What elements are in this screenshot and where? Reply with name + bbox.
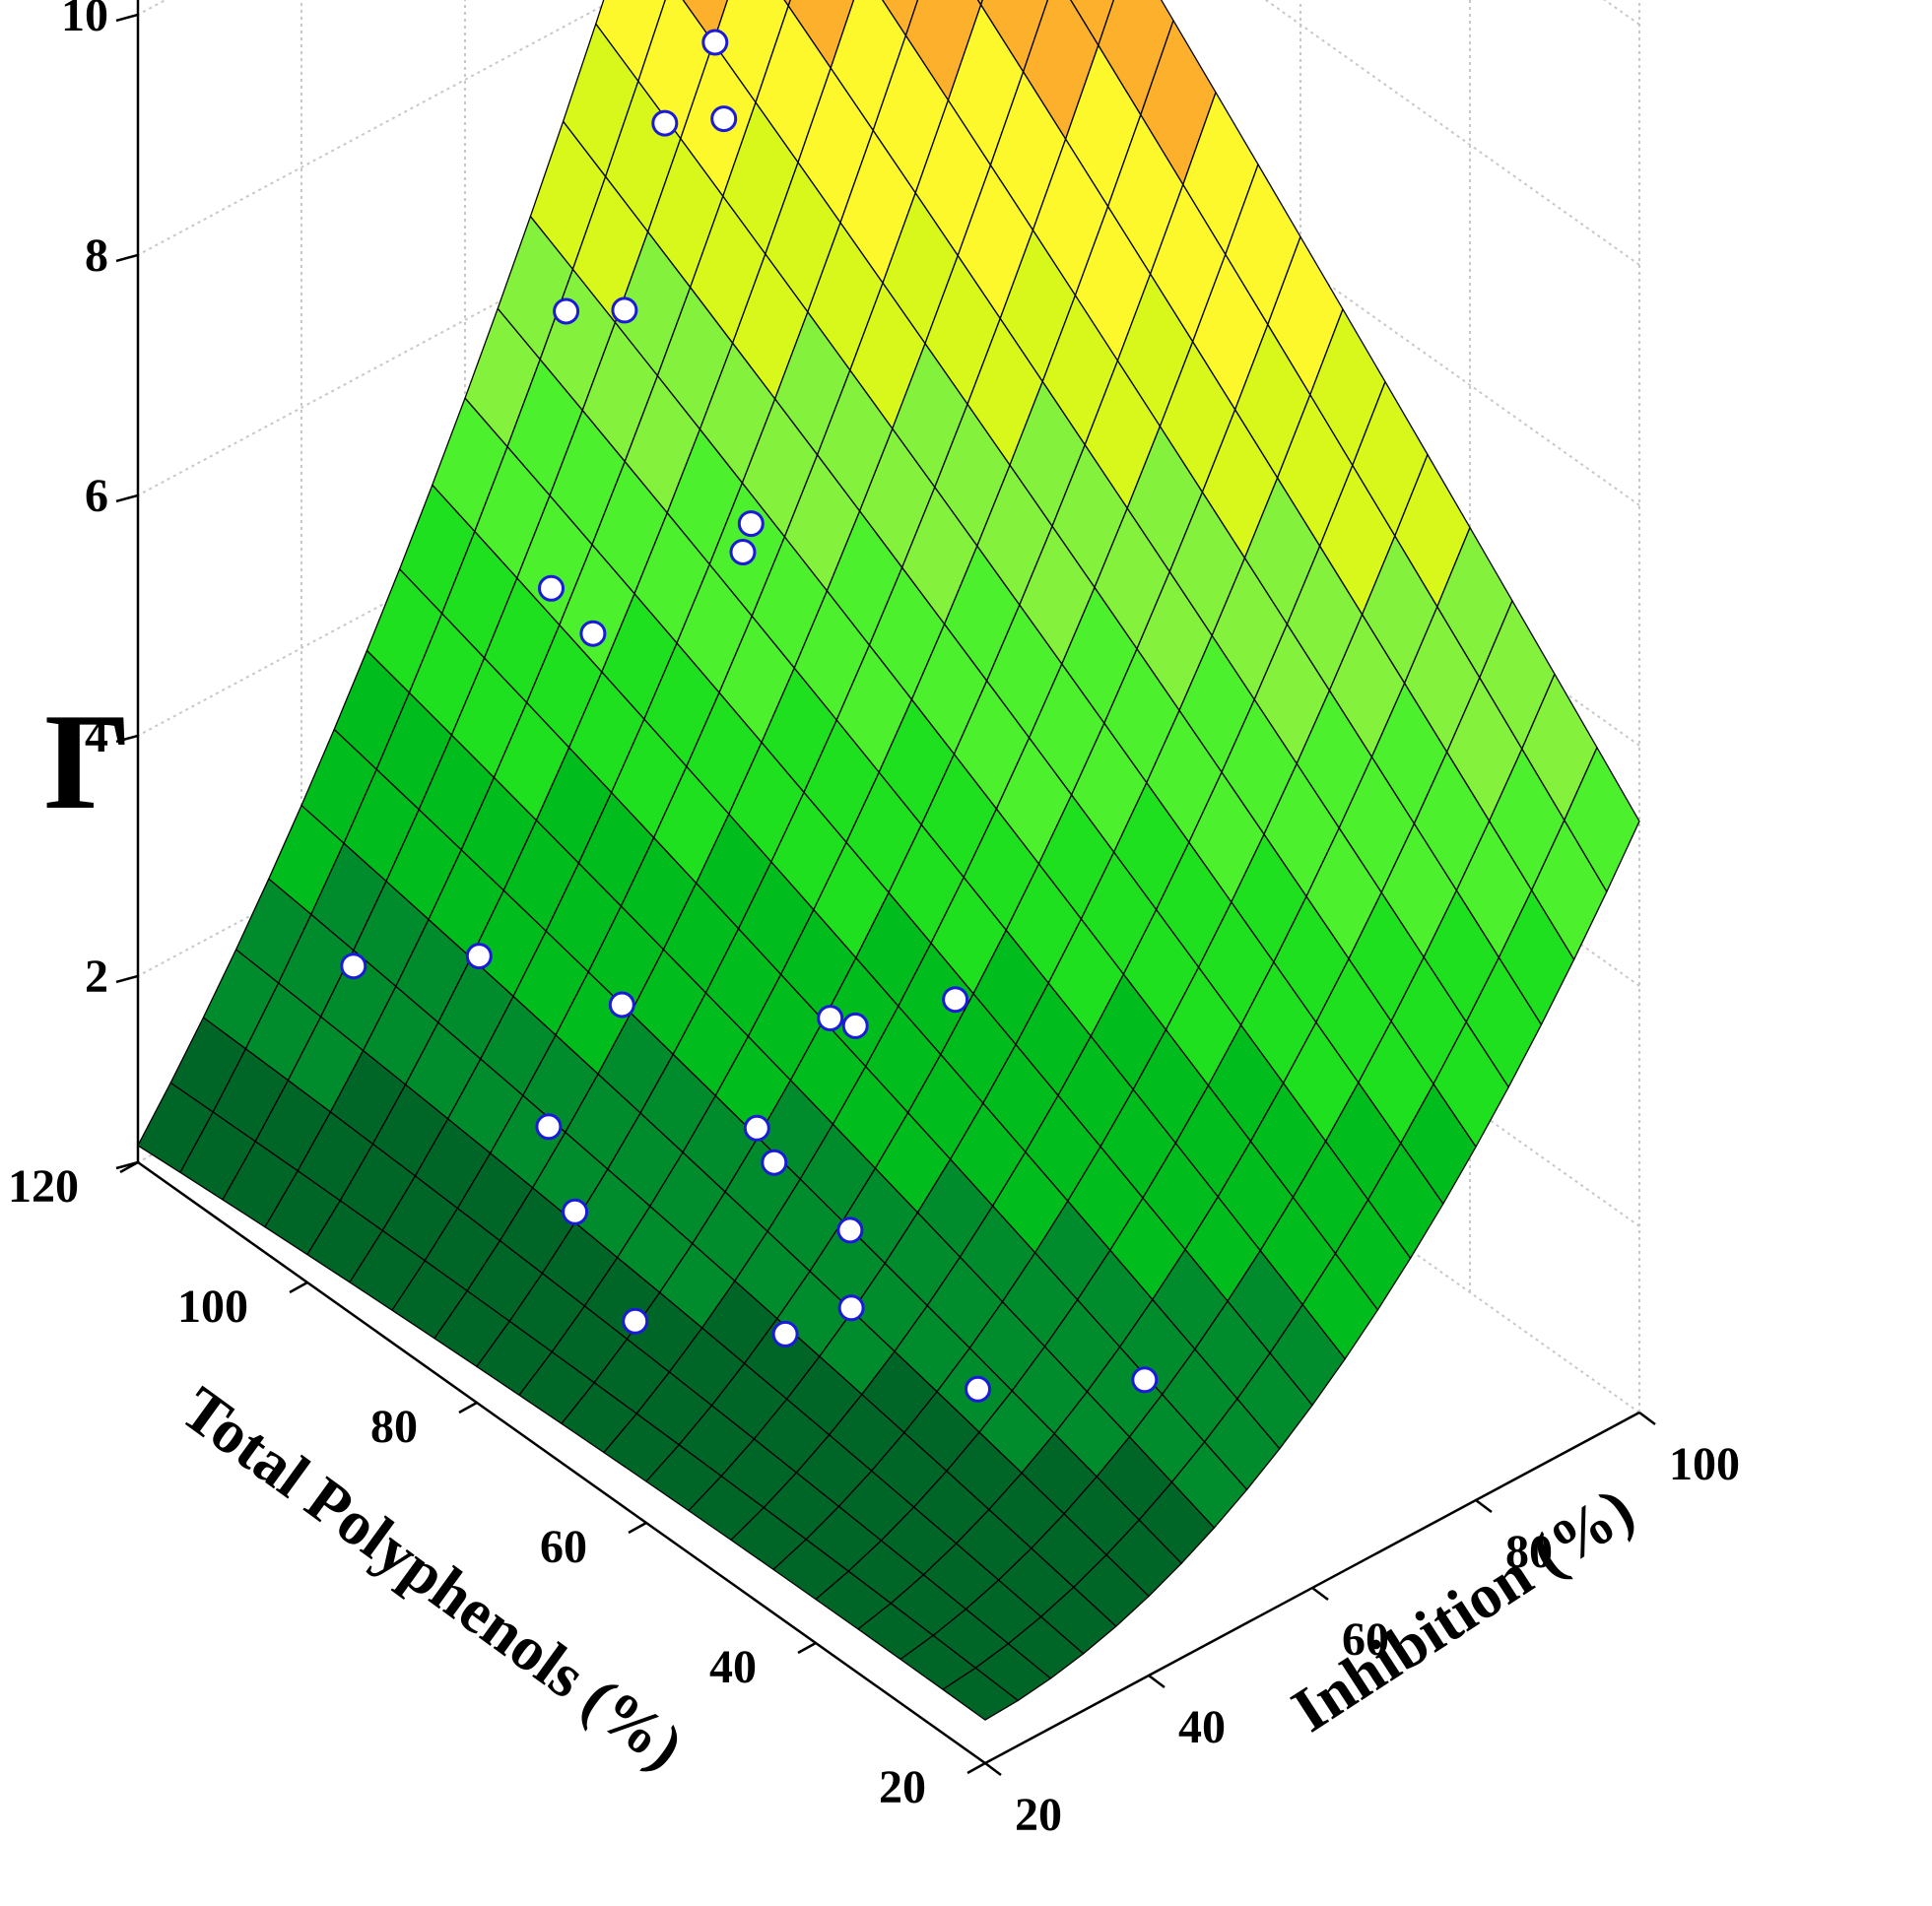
x-tick-label: 40	[709, 1641, 757, 1693]
gridline	[137, 0, 1640, 266]
z-tick-mark	[115, 974, 139, 984]
x-tick-label: 100	[177, 1281, 248, 1333]
x-tick-mark	[289, 1281, 308, 1294]
z-tick-mark	[115, 1160, 139, 1170]
data-point	[743, 1114, 770, 1142]
tick-labels: 20406080100120204060801002468101214	[8, 0, 1740, 1841]
z-axis-title: Γ	[44, 686, 132, 838]
data-point	[622, 1307, 649, 1335]
data-point	[465, 943, 493, 970]
data-point	[651, 109, 679, 137]
x-tick-mark	[628, 1521, 647, 1535]
y-tick-label: 100	[1669, 1438, 1740, 1490]
data-point	[817, 1005, 844, 1032]
surface-patch	[881, 0, 919, 36]
surface-patch	[942, 1667, 1019, 1721]
y-tick-mark	[1475, 1499, 1493, 1513]
data-points	[340, 29, 1159, 1403]
x-tick-mark	[458, 1401, 478, 1414]
data-point	[837, 1294, 865, 1322]
data-point	[340, 953, 367, 980]
data-point	[771, 1320, 799, 1347]
data-point	[1131, 1366, 1159, 1394]
z-tick-mark	[115, 13, 139, 23]
data-point	[737, 510, 765, 538]
z-tick-mark	[115, 253, 139, 263]
data-point	[611, 296, 638, 324]
y-tick-label: 60	[1342, 1613, 1389, 1666]
x-tick-mark	[966, 1761, 986, 1775]
x-axis-line	[137, 1160, 986, 1765]
y-tick-label: 40	[1178, 1701, 1226, 1753]
x-tick-label: 120	[8, 1160, 79, 1213]
data-point	[965, 1375, 991, 1403]
x-tick-label: 60	[540, 1521, 587, 1573]
data-point	[553, 297, 580, 325]
x-tick-mark	[797, 1641, 817, 1655]
data-point	[710, 105, 738, 133]
gridline	[137, 0, 1640, 506]
z-tick-label: 2	[85, 951, 108, 1003]
data-point	[729, 539, 757, 565]
data-point	[579, 620, 607, 647]
z-tick-label: 6	[85, 470, 108, 522]
y-tick-mark	[1311, 1587, 1329, 1601]
data-point	[836, 1216, 864, 1244]
y-axis-title: Inhibition (%)	[1280, 1474, 1645, 1745]
data-point	[535, 1113, 563, 1141]
data-point	[608, 991, 635, 1019]
y-tick-label: 20	[1015, 1789, 1062, 1841]
surface-patch	[1069, 0, 1115, 46]
z-tick-mark	[115, 493, 139, 503]
z-tick-label: 4	[85, 710, 108, 762]
y-tick-label: 80	[1505, 1526, 1553, 1578]
z-tick-mark	[115, 734, 139, 744]
y-tick-mark	[1638, 1412, 1656, 1425]
data-point	[701, 29, 729, 56]
data-point	[562, 1198, 589, 1225]
x-tick-label: 20	[879, 1761, 926, 1813]
data-point	[841, 1012, 869, 1039]
z-tick-label: 10	[61, 0, 108, 41]
box-axes	[115, 0, 1656, 1776]
z-tick-label: 8	[85, 230, 108, 282]
y-tick-mark	[984, 1762, 1002, 1776]
data-point	[538, 574, 565, 602]
response-surface	[137, 0, 1640, 1721]
data-point	[942, 986, 969, 1014]
data-point	[761, 1149, 788, 1176]
x-tick-label: 80	[370, 1401, 418, 1453]
y-tick-mark	[1148, 1675, 1166, 1688]
